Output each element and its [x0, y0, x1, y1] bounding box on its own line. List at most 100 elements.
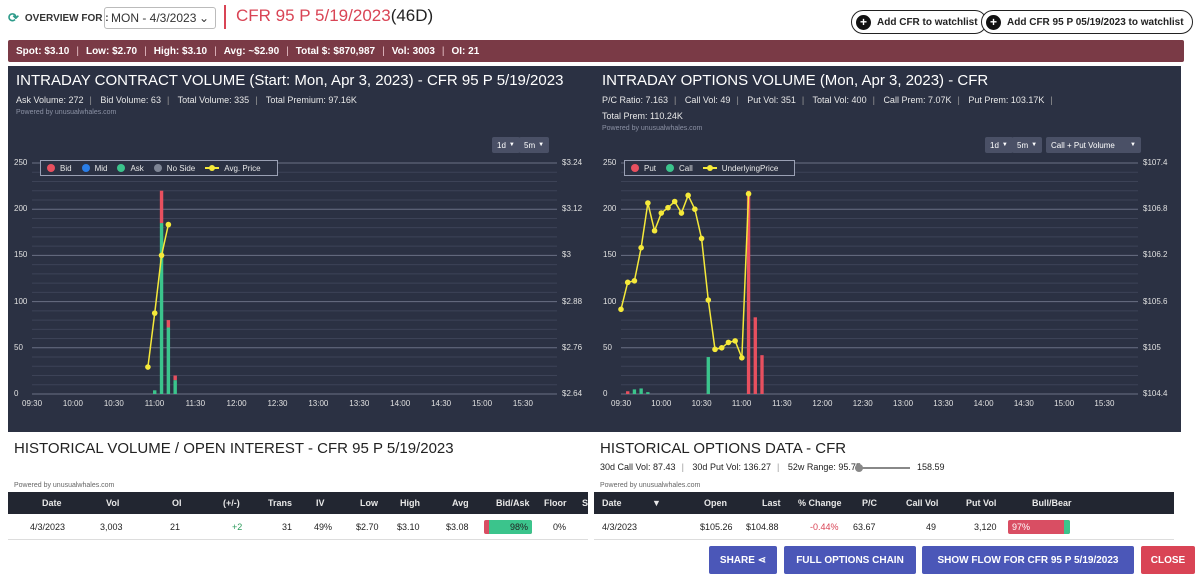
line-point[interactable]: [631, 278, 638, 284]
line-point[interactable]: [158, 252, 165, 259]
interval-select[interactable]: 5m ▼: [519, 137, 550, 153]
column-header[interactable]: Floor: [544, 498, 567, 508]
column-header[interactable]: (+/-): [223, 498, 240, 508]
legend-bid-label: Bid: [60, 163, 72, 173]
stats-bar: Spot: $3.10 | Low: $2.70 | High: $3.10 | Av…: [8, 40, 1184, 62]
bid-ask-bar: 98%: [484, 520, 532, 534]
oi-change: +2: [232, 522, 243, 532]
table-row[interactable]: 4/3/2023 3,003 21 +2 31 49% $2.70 $3.10 $3.08 98%…: [8, 514, 588, 540]
refresh-icon[interactable]: ⟳: [8, 10, 19, 25]
bar-bid[interactable]: [173, 375, 177, 381]
line-point[interactable]: [145, 364, 151, 370]
legend-noside-label: No Side: [166, 163, 196, 173]
line-point[interactable]: [658, 210, 665, 216]
bar-ask[interactable]: [159, 223, 164, 394]
legend-bid[interactable]: Bid: [47, 164, 72, 173]
x-tick-label: 12:30: [852, 399, 873, 408]
line-point[interactable]: [745, 191, 752, 197]
range-select[interactable]: 1d ▼: [492, 137, 520, 153]
column-header[interactable]: S: [582, 498, 589, 508]
line-point[interactable]: [624, 279, 631, 286]
hist-options-info: 30d Call Vol: 87.43 | 30d Put Vol: 136.27…: [600, 462, 861, 472]
bar-call[interactable]: [646, 392, 650, 394]
sort-desc-icon[interactable]: ▼: [652, 498, 661, 508]
legend-avg-price[interactable]: Avg. Price: [205, 164, 261, 173]
column-header[interactable]: Open: [704, 498, 728, 508]
volume-type-select[interactable]: Call + Put Volume ▼: [1046, 137, 1141, 153]
x-tick-label: 10:00: [651, 399, 672, 408]
line-point[interactable]: [671, 198, 678, 205]
bar-bid[interactable]: [159, 190, 164, 224]
bar-ask[interactable]: [166, 327, 171, 394]
bar-bid[interactable]: [166, 320, 171, 328]
column-header[interactable]: Date: [42, 498, 62, 508]
line-point[interactable]: [638, 244, 644, 251]
table-row[interactable]: 4/3/2023 $105.26 $104.88 -0.44% 63.67 49 3,120…: [594, 514, 1174, 540]
column-header[interactable]: Vol: [106, 498, 120, 508]
bar-call[interactable]: [639, 388, 643, 394]
column-header[interactable]: Bull/Bear: [1032, 498, 1072, 508]
line-point[interactable]: [712, 346, 718, 353]
bar-ask[interactable]: [173, 380, 177, 394]
column-header[interactable]: Avg: [452, 498, 469, 508]
column-header[interactable]: Last: [762, 498, 781, 508]
column-header[interactable]: High: [400, 498, 420, 508]
line-point[interactable]: [651, 227, 658, 234]
range-high: 158.59: [917, 462, 945, 472]
column-header[interactable]: Date: [602, 498, 622, 508]
column-header[interactable]: OI: [172, 498, 182, 508]
line-point[interactable]: [618, 306, 624, 313]
bar-ask[interactable]: [153, 390, 157, 394]
show-flow-button[interactable]: SHOW FLOW FOR CFR 95 P 5/19/2023: [922, 546, 1134, 574]
line-point[interactable]: [739, 355, 745, 361]
line-point[interactable]: [685, 192, 691, 199]
date-select[interactable]: MON - 4/3/2023 ⌄: [104, 7, 216, 29]
legend-put[interactable]: Put: [631, 164, 656, 173]
bar-call[interactable]: [632, 389, 637, 394]
line-point[interactable]: [725, 339, 732, 346]
bar-put[interactable]: [760, 355, 764, 394]
bid-volume: Bid Volume: 63: [100, 95, 161, 105]
bar-call[interactable]: [706, 357, 710, 394]
line-point[interactable]: [645, 200, 651, 206]
noside-dot-icon: [153, 164, 162, 172]
line-point[interactable]: [165, 221, 172, 228]
add-contract-watchlist-button[interactable]: + Add CFR 95 P 05/19/2023 to watchlist: [981, 10, 1193, 34]
legend-underlying[interactable]: UnderlyingPrice: [702, 164, 778, 173]
line-point[interactable]: [692, 206, 698, 212]
y2-tick-label: $107.4: [1143, 158, 1168, 167]
column-header[interactable]: IV: [316, 498, 325, 508]
full-options-chain-button[interactable]: FULL OPTIONS CHAIN: [784, 546, 916, 574]
total-vol: Total Vol: 400: [812, 95, 867, 105]
legend-ask[interactable]: Ask: [117, 164, 144, 173]
bar-put[interactable]: [753, 317, 757, 394]
legend-noside[interactable]: No Side: [153, 163, 196, 173]
column-header[interactable]: Low: [360, 498, 378, 508]
line-point[interactable]: [151, 310, 158, 316]
legend-call[interactable]: Call: [666, 164, 693, 173]
stat-high: High: $3.10: [153, 45, 208, 57]
bar-put[interactable]: [746, 190, 751, 394]
line-point[interactable]: [718, 345, 725, 351]
column-header[interactable]: Bid/Ask: [496, 498, 530, 508]
column-header[interactable]: P/C: [862, 498, 878, 508]
legend-mid[interactable]: Mid: [81, 164, 107, 173]
line-point[interactable]: [698, 235, 705, 242]
column-header[interactable]: % Change: [798, 498, 842, 508]
column-header[interactable]: Trans: [268, 498, 293, 508]
share-button[interactable]: SHARE ⋖: [709, 546, 777, 574]
table-cell: $3.08: [446, 522, 469, 532]
bar-put[interactable]: [626, 391, 630, 394]
column-header[interactable]: Call Vol: [906, 498, 939, 508]
range-select[interactable]: 1d ▼: [985, 137, 1013, 153]
add-ticker-watchlist-button[interactable]: + Add CFR to watchlist: [851, 10, 987, 34]
close-button[interactable]: CLOSE: [1141, 546, 1195, 574]
line-point[interactable]: [705, 297, 712, 303]
interval-select[interactable]: 5m ▼: [1012, 137, 1043, 153]
column-header[interactable]: Put Vol: [966, 498, 997, 508]
put-prem: Put Prem: 103.17K: [968, 95, 1045, 105]
line-point[interactable]: [665, 204, 671, 211]
powered-by: Powered by unusualwhales.com: [16, 109, 117, 116]
line-point[interactable]: [678, 210, 685, 216]
line-point[interactable]: [732, 338, 738, 344]
